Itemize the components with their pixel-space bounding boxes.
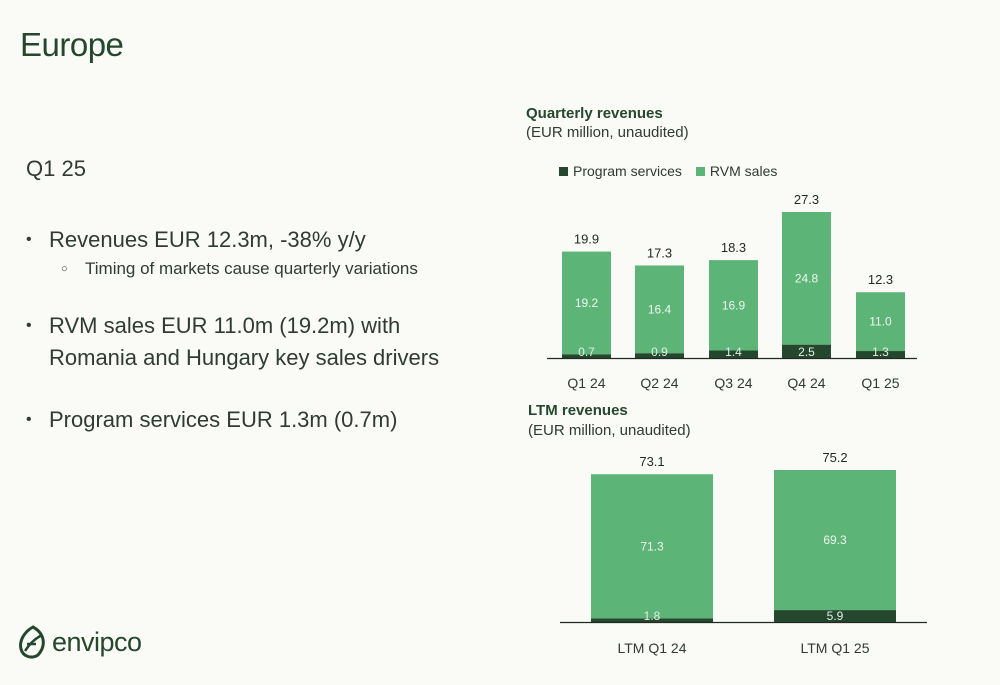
ltm-total-label: 75.2 <box>822 450 847 465</box>
bullet-revenues: Revenues EUR 12.3m, -38% y/y Timing of m… <box>26 224 476 280</box>
quarterly-bar-rvm-sales <box>635 265 684 354</box>
quarterly-label-rvm-sales: 24.8 <box>795 271 819 285</box>
quarterly-label-rvm-sales: 16.9 <box>722 298 746 312</box>
ltm-category-label: LTM Q1 24 <box>618 640 687 656</box>
quarterly-label-rvm-sales: 11.0 <box>869 315 892 329</box>
ltm-label-rvm-sales: 69.3 <box>823 533 847 547</box>
ltm-bar-rvm-sales <box>774 470 896 611</box>
quarterly-category-label: Q1 24 <box>567 375 605 391</box>
ltm-bar-program-services <box>774 610 896 622</box>
envipco-leaf-icon <box>19 625 45 659</box>
envipco-logo: envipco <box>18 625 142 659</box>
ltm-label-program-services: 5.9 <box>827 609 844 623</box>
quarterly-label-program-services: 1.4 <box>725 345 742 359</box>
ltm-label-rvm-sales: 71.3 <box>640 539 664 553</box>
bullet-program-services: Program services EUR 1.3m (0.7m) <box>26 404 476 436</box>
bullet-revenues-text: Revenues EUR 12.3m, -38% y/y <box>49 227 366 252</box>
quarterly-label-program-services: 0.9 <box>651 345 668 359</box>
quarterly-chart-subtitle: (EUR million, unaudited) <box>526 124 689 141</box>
sub-bullet-timing: Timing of markets cause quarterly variat… <box>49 258 476 280</box>
quarterly-total-label: 17.3 <box>647 245 672 260</box>
quarterly-label-program-services: 2.5 <box>798 345 815 359</box>
quarterly-total-label: 19.9 <box>574 232 599 247</box>
legend-rvm-sales-label: RVM sales <box>709 163 778 179</box>
quarterly-chart-title: Quarterly revenues <box>526 105 663 122</box>
program-services-swatch <box>559 166 568 176</box>
quarterly-label-program-services: 1.3 <box>872 345 889 359</box>
quarterly-category-label: Q2 24 <box>640 375 678 391</box>
ltm-chart-subtitle: (EUR million, unaudited) <box>528 422 691 439</box>
page-title: Europe <box>20 26 124 63</box>
quarterly-bar-program-services <box>635 353 684 358</box>
quarterly-category-label: Q4 24 <box>787 375 825 391</box>
ltm-category-label: LTM Q1 25 <box>801 640 870 656</box>
chart-legend: Program services RVM sales <box>559 163 791 179</box>
legend-program-services-label: Program services <box>573 163 682 179</box>
quarterly-total-label: 12.3 <box>868 272 893 287</box>
ltm-total-label: 73.1 <box>639 454 664 469</box>
ltm-bar-program-services <box>591 618 713 622</box>
quarterly-bar-program-services <box>856 351 905 358</box>
quarterly-bar-rvm-sales <box>709 260 758 351</box>
quarterly-bar-rvm-sales <box>562 251 611 355</box>
quarterly-category-label: Q1 25 <box>861 375 899 391</box>
quarterly-category-label: Q3 24 <box>714 375 752 391</box>
quarterly-bar-rvm-sales <box>782 212 831 345</box>
quarter-heading: Q1 25 <box>26 156 86 181</box>
legend-rvm-sales: RVM sales <box>695 163 778 179</box>
rvm-sales-swatch <box>695 166 705 176</box>
quarterly-label-rvm-sales: 16.4 <box>648 302 672 316</box>
quarterly-bar-program-services <box>709 350 758 358</box>
bullet-list: Revenues EUR 12.3m, -38% y/y Timing of m… <box>26 224 476 436</box>
ltm-bar-rvm-sales <box>591 474 713 619</box>
logo-text: envipco <box>52 626 142 657</box>
quarterly-bar-program-services <box>562 354 611 358</box>
legend-program-services: Program services <box>559 163 682 179</box>
ltm-chart-title: LTM revenues <box>528 402 628 419</box>
quarterly-total-label: 18.3 <box>721 240 746 255</box>
quarterly-bar-rvm-sales <box>856 292 905 352</box>
quarterly-bar-program-services <box>782 344 831 358</box>
ltm-label-program-services: 1.8 <box>644 609 661 623</box>
quarterly-label-rvm-sales: 19.2 <box>575 296 599 310</box>
bullet-rvm-sales: RVM sales EUR 11.0m (19.2m) with Romania… <box>26 310 476 374</box>
quarterly-label-program-services: 0.7 <box>578 345 595 359</box>
quarterly-total-label: 27.3 <box>794 192 819 207</box>
